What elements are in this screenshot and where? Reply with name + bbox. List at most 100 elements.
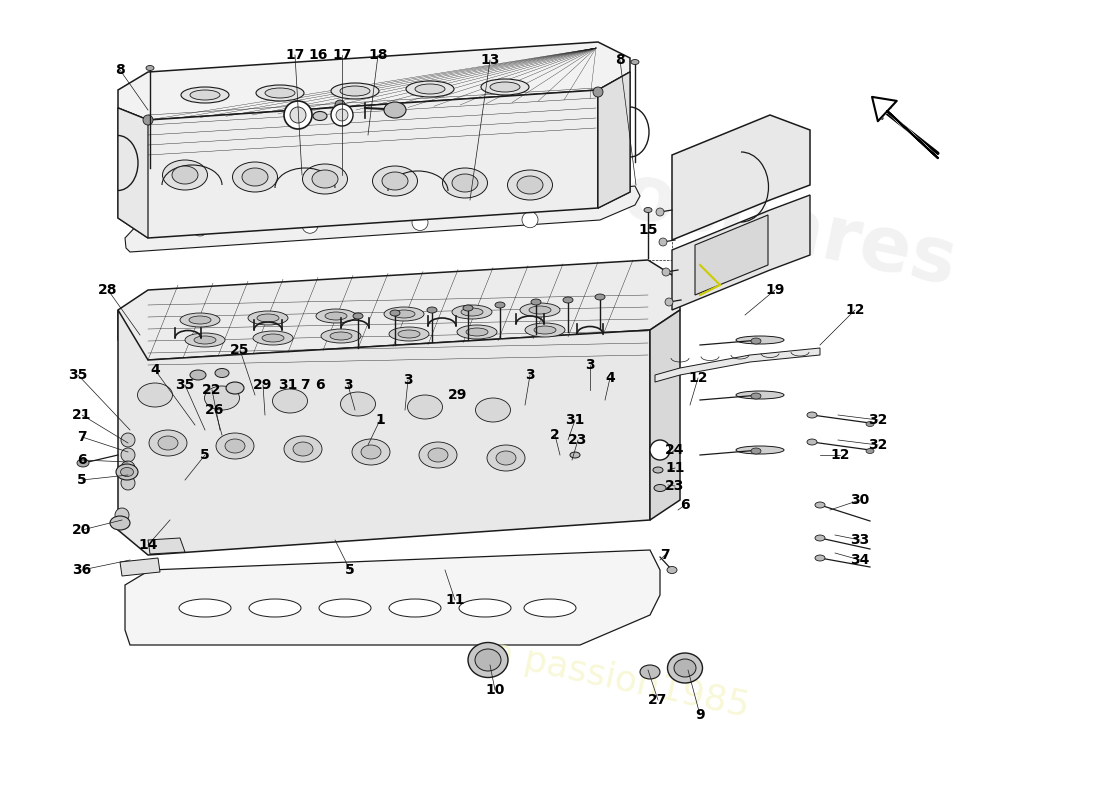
Text: 3: 3 [404,373,412,387]
Polygon shape [672,115,810,240]
Circle shape [121,461,135,475]
Ellipse shape [340,86,370,96]
Ellipse shape [316,309,356,323]
Text: 31: 31 [278,378,298,392]
Ellipse shape [194,336,216,344]
Ellipse shape [273,389,308,413]
Circle shape [522,212,538,228]
Circle shape [412,214,428,230]
Polygon shape [118,42,630,120]
Ellipse shape [866,449,874,454]
Ellipse shape [631,59,639,65]
Text: 8: 8 [116,63,125,77]
Text: 23: 23 [666,479,684,493]
Circle shape [656,208,664,216]
Circle shape [336,100,345,110]
Polygon shape [118,260,680,360]
Ellipse shape [373,166,418,196]
Text: 29: 29 [253,378,273,392]
Ellipse shape [361,445,381,459]
Ellipse shape [253,331,293,345]
Ellipse shape [341,392,375,416]
Ellipse shape [668,653,703,683]
Ellipse shape [189,316,211,324]
Polygon shape [598,72,630,208]
Text: 26: 26 [206,403,224,417]
Ellipse shape [534,326,556,334]
Ellipse shape [461,308,483,316]
Ellipse shape [226,439,245,453]
Text: 19: 19 [766,283,784,297]
Ellipse shape [570,452,580,458]
Ellipse shape [452,174,478,192]
Ellipse shape [232,162,277,192]
Ellipse shape [427,307,437,313]
Text: 29: 29 [449,388,468,402]
Text: 8: 8 [615,53,625,67]
Polygon shape [672,195,810,310]
Ellipse shape [262,334,284,342]
Circle shape [121,433,135,447]
Text: 27: 27 [648,693,668,707]
Ellipse shape [644,207,652,213]
Text: 17: 17 [285,48,305,62]
Text: 10: 10 [485,683,505,697]
Ellipse shape [314,111,327,121]
Text: 4: 4 [150,363,160,377]
Polygon shape [650,310,680,520]
Circle shape [336,109,348,121]
Circle shape [121,476,135,490]
Text: 32: 32 [868,438,888,452]
Ellipse shape [751,448,761,454]
Ellipse shape [640,665,660,679]
Text: 13: 13 [481,53,499,67]
Ellipse shape [353,313,363,319]
Ellipse shape [807,412,817,418]
Ellipse shape [428,448,448,462]
Text: 9: 9 [695,708,705,722]
Ellipse shape [815,555,825,561]
Text: 7: 7 [300,378,310,392]
Ellipse shape [179,599,231,617]
Ellipse shape [653,467,663,473]
Text: 21: 21 [73,408,91,422]
Polygon shape [118,310,650,555]
Ellipse shape [226,382,244,394]
Ellipse shape [324,312,346,320]
Circle shape [302,218,318,234]
Ellipse shape [490,82,520,92]
Ellipse shape [736,391,784,399]
Ellipse shape [487,445,525,471]
Text: 6: 6 [77,453,87,467]
Ellipse shape [172,166,198,184]
Ellipse shape [331,83,379,99]
Text: 11: 11 [666,461,684,475]
Ellipse shape [138,383,173,407]
Ellipse shape [563,297,573,303]
Text: 4: 4 [605,371,615,385]
Ellipse shape [751,338,761,344]
Text: 28: 28 [98,283,118,297]
Ellipse shape [456,325,497,339]
Polygon shape [598,72,630,208]
Ellipse shape [389,599,441,617]
Polygon shape [118,90,598,238]
Ellipse shape [352,439,390,465]
Text: 23: 23 [569,433,587,447]
Ellipse shape [249,599,301,617]
Ellipse shape [321,329,361,343]
Ellipse shape [407,395,442,419]
Circle shape [192,220,208,236]
Ellipse shape [185,333,226,347]
Text: 7: 7 [77,430,87,444]
Ellipse shape [468,642,508,678]
Circle shape [650,440,670,460]
Ellipse shape [330,332,352,340]
Text: 35: 35 [68,368,88,382]
Ellipse shape [475,649,500,671]
Circle shape [331,104,353,126]
Text: 5: 5 [200,448,210,462]
Ellipse shape [674,659,696,677]
Circle shape [593,87,603,97]
Text: 33: 33 [850,533,870,547]
